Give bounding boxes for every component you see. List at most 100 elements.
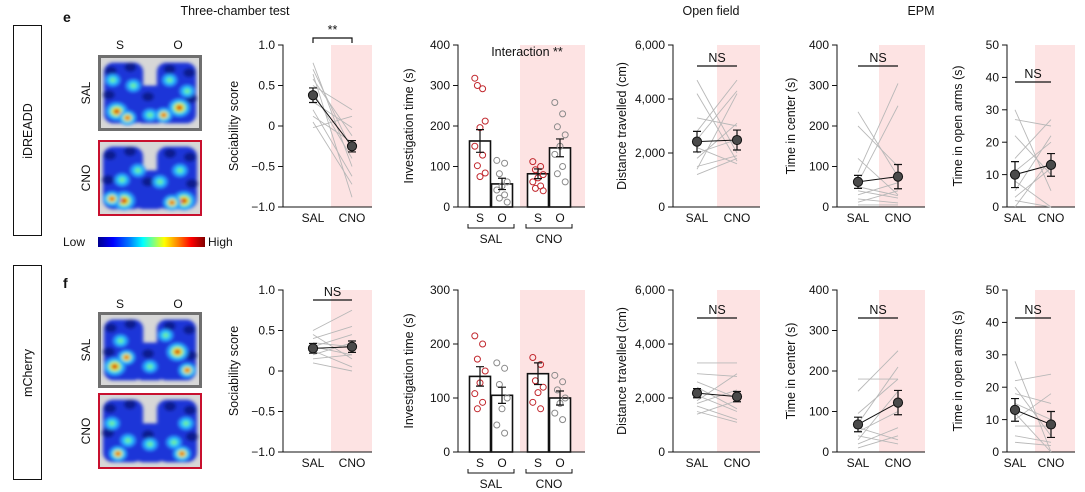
- f-sociability-y-tick-label: 0: [268, 364, 275, 378]
- f-open-arms-subject-line: [1014, 373, 1052, 382]
- heatmap-chamber-right: [157, 399, 197, 463]
- f-investigation-group-label: SAL: [480, 477, 503, 491]
- heatmap-low-region: [104, 150, 116, 160]
- f-center-y-axis-label: Time in center (s): [784, 323, 798, 420]
- e-open-arms-y-axis-label: Time in open arms (s): [951, 65, 965, 186]
- f-center-subject-line: [857, 435, 899, 445]
- heatmap-hotspot: [163, 333, 169, 338]
- e-investigation-data-point: [551, 150, 559, 158]
- f-investigation-data-point: [473, 355, 481, 363]
- e-distance-mean-point: [691, 136, 703, 147]
- e-center-subject-line: [857, 105, 899, 183]
- e-center-mean-point: [852, 176, 864, 187]
- f-center-significance-label: NS: [869, 303, 886, 317]
- e-open-arms-subject-line: [1014, 135, 1052, 192]
- f-open-arms-subject-line: [1014, 402, 1052, 421]
- heatmap-bottom-sal-label: SAL: [79, 338, 93, 362]
- e-distance-chart: 0 2,000 4,000 6,000 Distance travelled (cm) S…: [615, 38, 760, 225]
- f-investigation-y-tick-label: 200: [430, 337, 450, 351]
- e-investigation-data-point: [539, 187, 547, 195]
- e-sociability-subject-line: [312, 121, 353, 185]
- e-sociability-subject-line: [312, 85, 353, 111]
- e-distance-x-tick-label: CNO: [724, 211, 751, 225]
- f-distance-subject-line: [696, 411, 738, 423]
- heatmap-low-region: [102, 175, 114, 185]
- heatmap-hotspot: [110, 197, 114, 201]
- heatmap-hotspot: [171, 440, 177, 445]
- f-center-mean-point: [892, 397, 904, 408]
- e-open-arms-significance-label: NS: [1024, 67, 1041, 81]
- e-open-arms-subject-line: [1014, 119, 1052, 159]
- f-open-arms-y-tick-label: 0: [992, 445, 999, 459]
- f-investigation-data-point: [498, 405, 506, 413]
- f-center-chart: 0 100 200 300 400 Time in center (s) SAL CNO NS: [784, 283, 925, 470]
- e-distance-significance-label: NS: [708, 51, 725, 65]
- f-investigation-data-point: [551, 371, 559, 379]
- e-center-x-tick-label: CNO: [885, 211, 912, 225]
- e-investigation-data-point: [481, 117, 489, 125]
- e-sociability-mean-point: [307, 90, 319, 101]
- heatmap-low-region: [124, 319, 137, 329]
- f-sociability-x-tick-label: CNO: [339, 456, 366, 470]
- f-investigation-data-point: [479, 398, 487, 406]
- heatmap-hotspot: [147, 442, 153, 447]
- heatmap-hotspot: [162, 113, 166, 117]
- f-center-subject-line: [857, 378, 899, 414]
- e-distance-subject-line: [696, 79, 738, 132]
- f-open-arms-mean-line: [1014, 409, 1052, 425]
- f-distance-subject-line: [696, 381, 738, 399]
- e-open-arms-mean-point: [1045, 159, 1057, 170]
- f-open-arms-subject-line: [1014, 412, 1052, 453]
- e-investigation-data-point: [471, 142, 479, 150]
- heatmap-hotspot: [182, 199, 186, 203]
- row-label-idreadd: iDREADD: [20, 102, 35, 159]
- e-sociability-y-tick-label: −0.5: [251, 160, 275, 174]
- heatmap-hotspot: [183, 421, 189, 426]
- e-investigation-data-point: [503, 198, 511, 206]
- heatmap-hotspot: [125, 438, 131, 443]
- e-distance-subject-line: [696, 155, 738, 167]
- e-distance-y-tick-label: 6,000: [635, 38, 665, 52]
- f-center-subject-line: [857, 390, 899, 441]
- e-investigation-data-point: [553, 123, 561, 131]
- f-investigation-group-bracket: [467, 469, 515, 474]
- f-distance-x-tick-label: SAL: [686, 456, 709, 470]
- e-sociability-y-tick-label: −1.0: [251, 200, 275, 214]
- e-investigation-data-point: [539, 171, 547, 179]
- f-open-arms-y-tick-label: 30: [986, 348, 1000, 362]
- e-distance-subject-line: [696, 93, 738, 162]
- e-open-arms-subject-line: [1014, 180, 1052, 208]
- e-center-subject-line: [857, 186, 899, 197]
- e-center-significance-label: NS: [869, 51, 886, 65]
- e-sociability-chart: −1.0 −0.5 0 0.5 1.0 Sociability score SAL CNO **: [227, 23, 372, 225]
- panel-letter-e: e: [63, 9, 71, 25]
- heatmap-low-region: [164, 148, 176, 159]
- f-distance-x-tick-label: CNO: [724, 456, 751, 470]
- f-distance-mean-point: [731, 391, 743, 402]
- f-distance-subject-line: [696, 405, 738, 421]
- heatmap-low-region: [104, 403, 116, 413]
- heatmap-low-region: [186, 178, 198, 189]
- f-investigation-error-bar: [556, 390, 564, 406]
- f-sociability-subject-line: [312, 326, 353, 340]
- heatmap-mcherry-cno: [98, 393, 202, 469]
- e-center-chart: 0 100 200 300 400 Time in center (s) SAL CNO NS: [784, 38, 925, 225]
- f-investigation-x-tick-label: O: [497, 456, 506, 470]
- e-investigation-data-point: [501, 159, 509, 167]
- f-investigation-x-tick-label: S: [534, 456, 542, 470]
- f-open-arms-y-tick-label: 10: [986, 413, 1000, 427]
- e-distance-y-tick-label: 4,000: [635, 92, 665, 106]
- e-distance-subject-line: [696, 79, 738, 154]
- row-label-box-mcherry: mCherry: [13, 265, 42, 480]
- heatmap-low-region: [184, 152, 196, 162]
- f-investigation-data-point: [471, 390, 479, 398]
- e-open-arms-y-tick-label: 10: [986, 168, 1000, 182]
- f-investigation-data-point: [537, 405, 545, 413]
- e-sociability-subject-line: [312, 74, 353, 198]
- f-center-mean-line: [857, 402, 899, 425]
- e-distance-subject-line: [696, 157, 738, 176]
- e-center-y-tick-label: 300: [809, 79, 829, 93]
- heatmap-top-cno-label: CNO: [79, 164, 93, 192]
